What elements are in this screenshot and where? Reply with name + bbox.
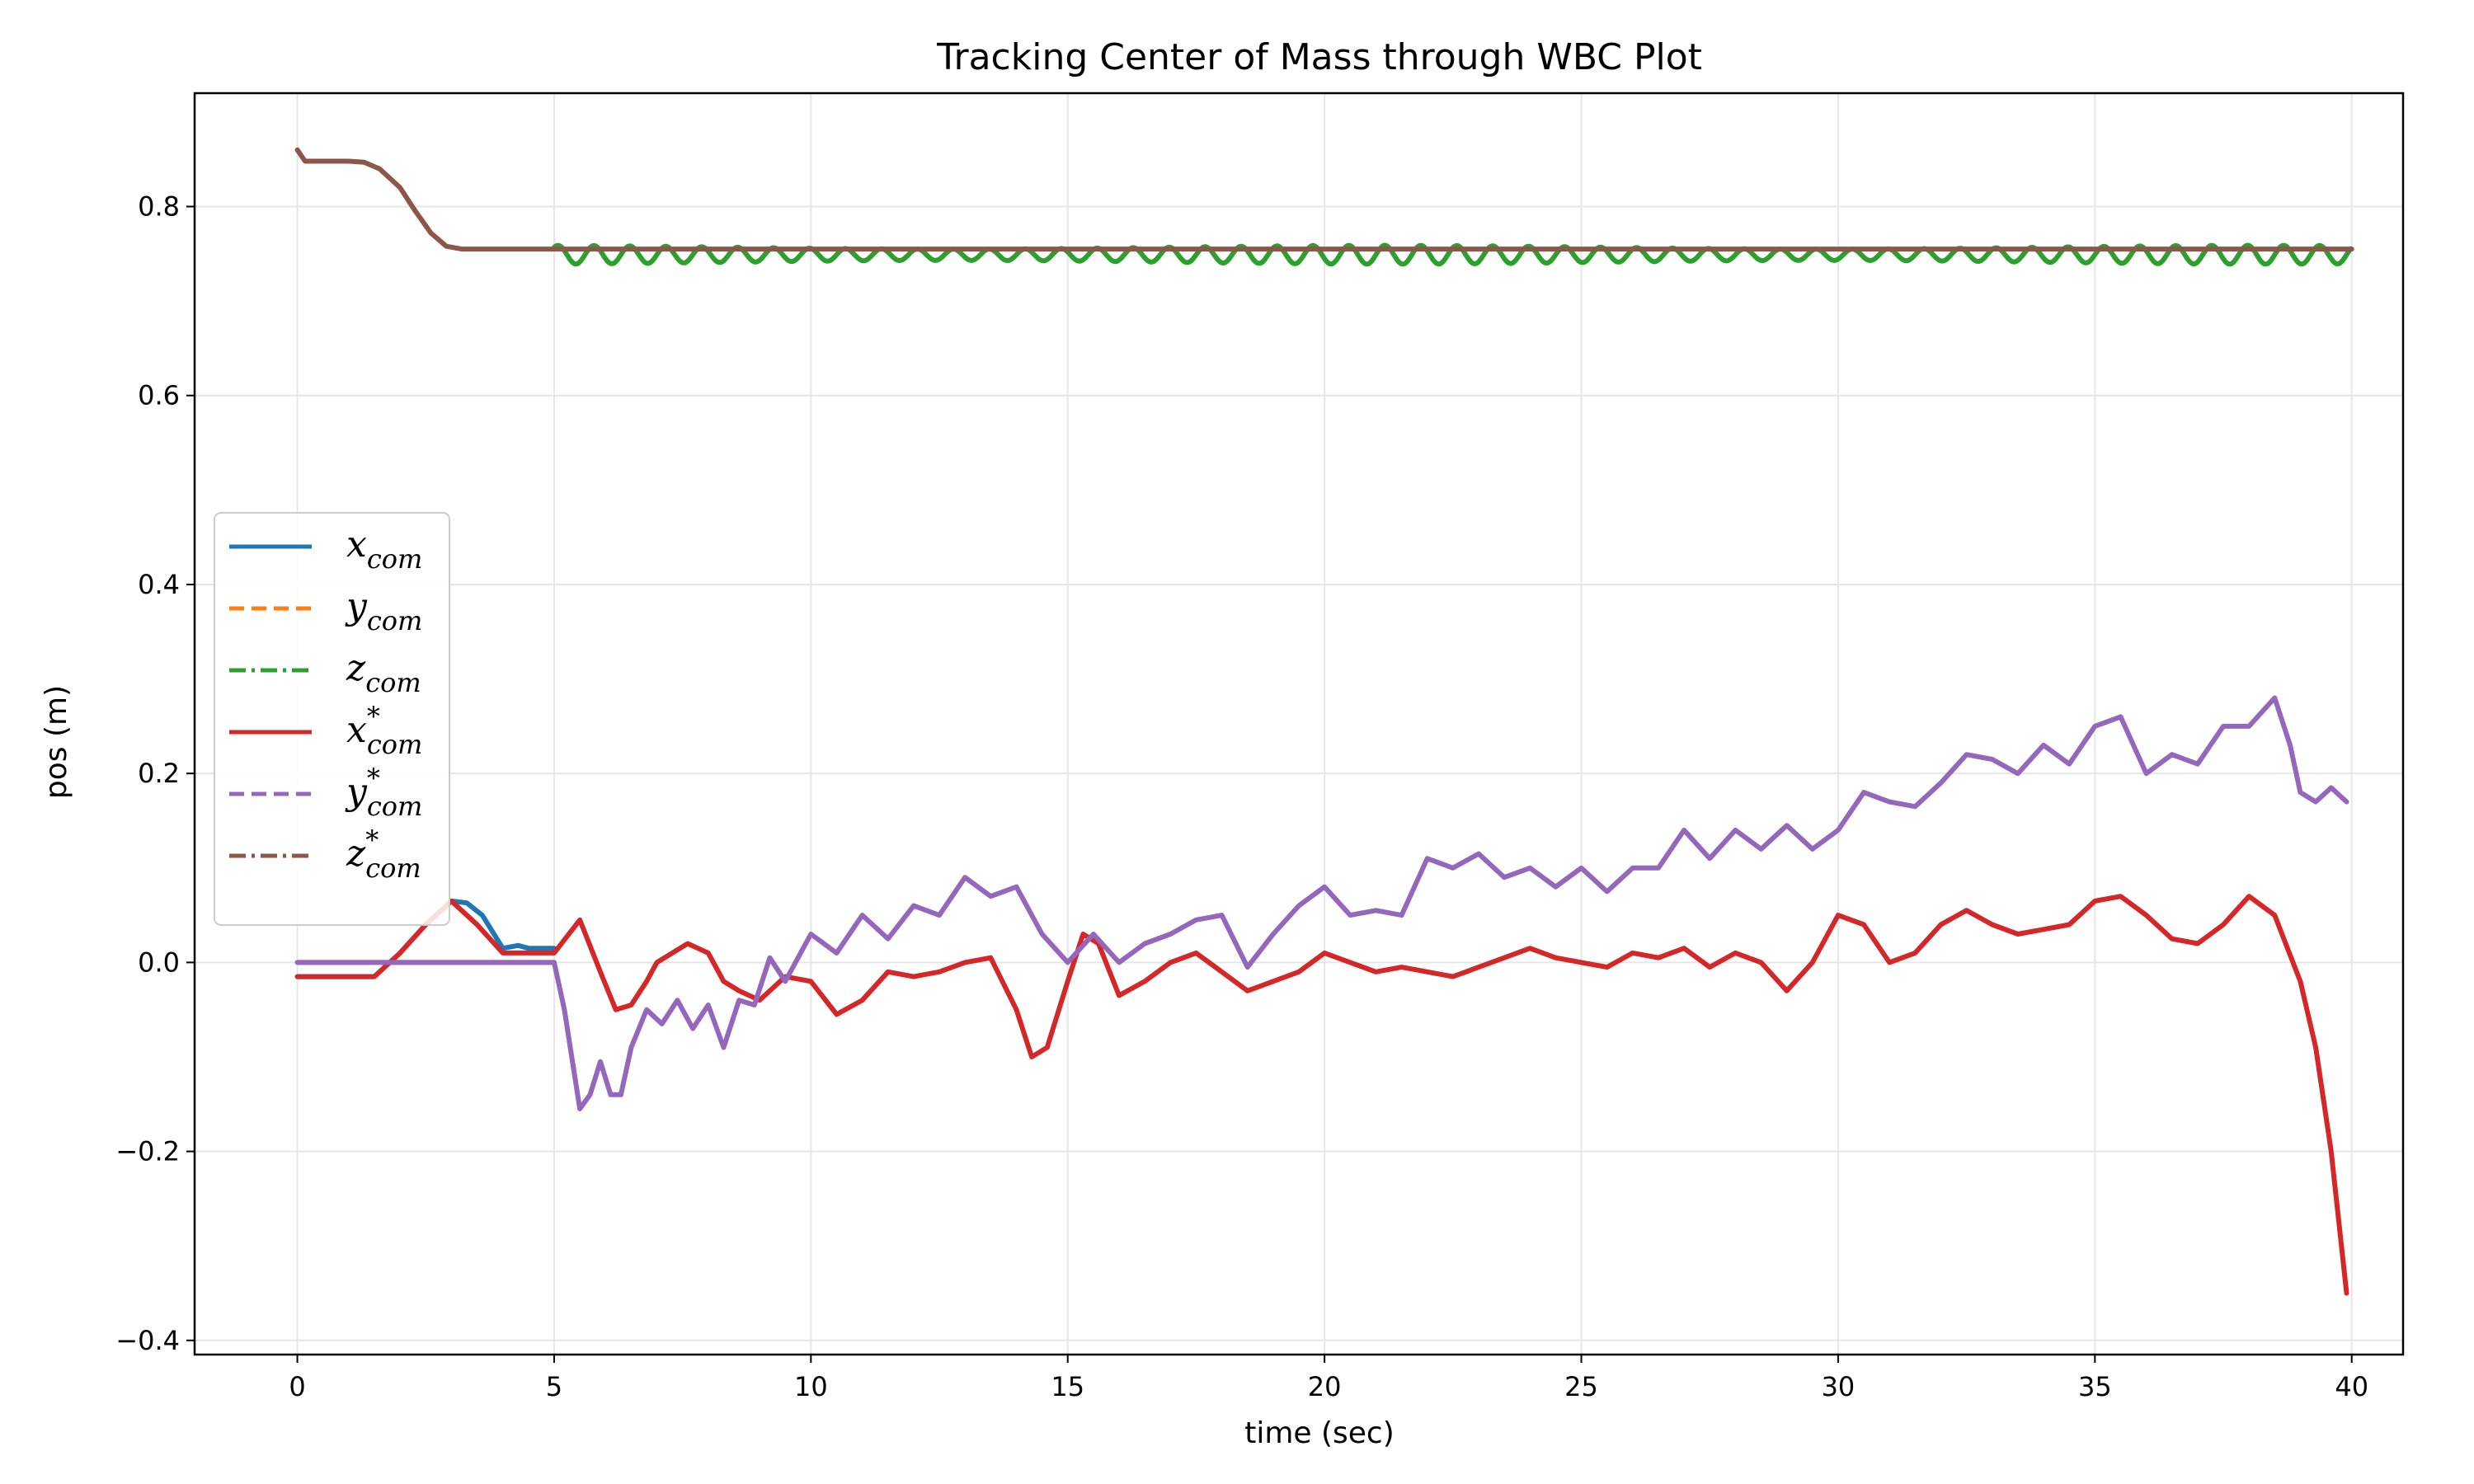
y-tick-label: 0.0	[138, 946, 180, 978]
x-axis-label: time (sec)	[1244, 1416, 1395, 1450]
plot-frame	[193, 92, 2405, 1356]
y-tick-label: 0.4	[138, 569, 180, 600]
x-tick-label: 10	[794, 1371, 828, 1402]
x-tick-label: 5	[546, 1371, 562, 1402]
x-tick-label: 15	[1051, 1371, 1084, 1402]
x-tick-label: 0	[289, 1371, 305, 1402]
y-tick-label: −0.4	[115, 1325, 180, 1356]
y-axis-label: pos (m)	[40, 685, 73, 799]
series-line-x-com-star	[294, 894, 2349, 1296]
x-tick-label: 25	[1564, 1371, 1598, 1402]
legend-box	[214, 512, 450, 926]
x-tick-label: 20	[1308, 1371, 1342, 1402]
series-line-y-com-star	[294, 695, 2349, 1111]
chart-title: Tracking Center of Mass through WBC Plot	[936, 36, 1702, 78]
x-tick-label: 30	[1822, 1371, 1856, 1402]
ticks: 0 5 10 15 20 25 30 35 40 −0.4 −0.2 0.0 0.2 0.4 0.6 0.8	[115, 191, 2368, 1402]
series-group	[294, 147, 2354, 1296]
grid	[195, 93, 2403, 1355]
y-tick-label: −0.2	[115, 1136, 180, 1167]
x-tick-label: 35	[2078, 1371, 2112, 1402]
x-tick-label: 40	[2335, 1371, 2368, 1402]
y-tick-label: 0.8	[138, 191, 180, 223]
y-tick-label: 0.6	[138, 380, 180, 411]
y-tick-label: 0.2	[138, 758, 180, 789]
series-line-z-com-star	[294, 147, 2354, 252]
